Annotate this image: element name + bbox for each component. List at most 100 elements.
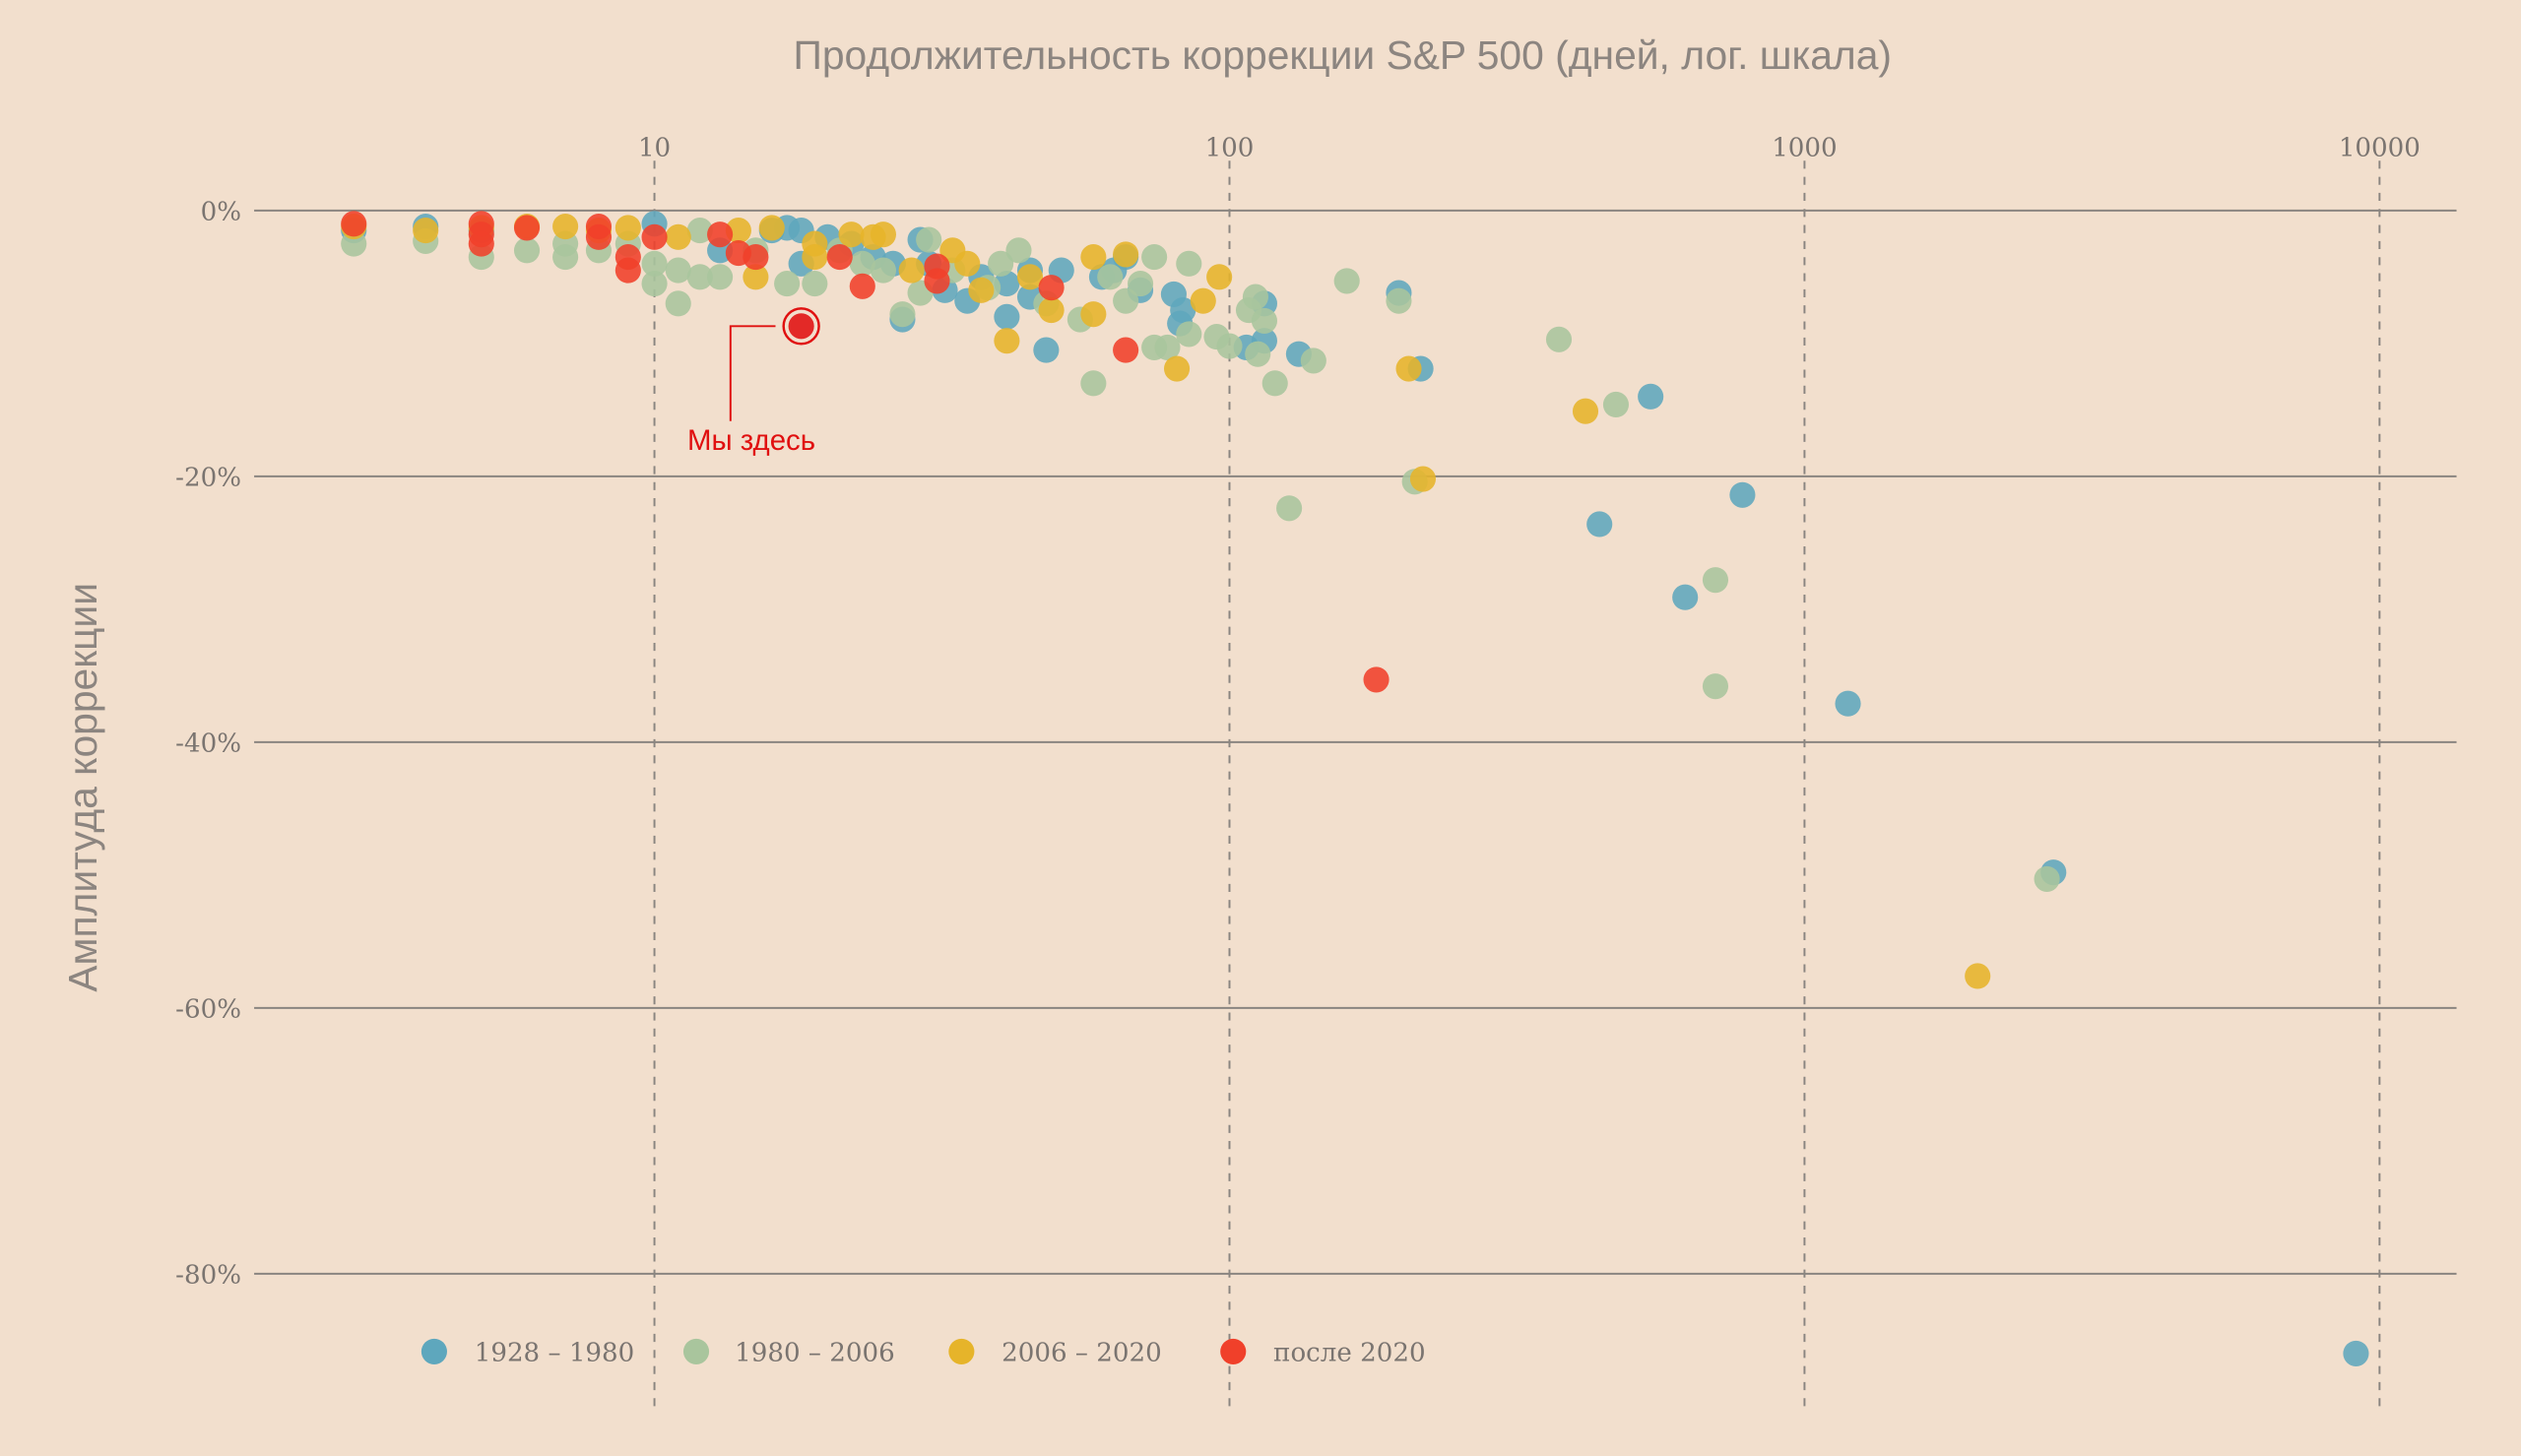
data-point	[1216, 333, 1243, 359]
data-point	[1835, 690, 1861, 717]
y-tick-label: -40%	[175, 729, 241, 759]
data-point	[1016, 264, 1044, 290]
data-point	[1176, 321, 1202, 348]
data-point	[552, 213, 579, 240]
data-point	[743, 264, 769, 290]
data-point	[641, 223, 668, 250]
current-point	[788, 313, 814, 340]
data-point	[1206, 264, 1233, 290]
data-point	[838, 222, 865, 248]
data-point	[1386, 287, 1412, 314]
data-point	[1038, 275, 1065, 301]
data-point	[994, 328, 1020, 354]
data-point	[707, 264, 734, 290]
data-point	[1141, 244, 1168, 271]
data-point	[1638, 383, 1664, 410]
data-point	[1080, 301, 1107, 328]
data-point	[1702, 673, 1729, 700]
data-point	[2034, 865, 2060, 892]
legend-marker	[682, 1338, 710, 1364]
data-point	[968, 277, 995, 303]
data-point	[889, 301, 916, 328]
data-point	[665, 257, 691, 284]
chart-title: Продолжительность коррекции S&P 500 (дне…	[794, 32, 1892, 78]
data-point	[924, 268, 950, 294]
x-tick-label: 10000	[2339, 133, 2421, 162]
data-point	[1729, 481, 1756, 508]
data-point	[1163, 355, 1191, 382]
data-points	[341, 211, 2369, 1366]
y-tick-label: -80%	[175, 1261, 241, 1291]
data-point	[1113, 287, 1139, 314]
data-point	[1300, 348, 1326, 374]
data-point	[994, 303, 1020, 330]
data-point	[1080, 244, 1107, 271]
data-point	[870, 222, 896, 248]
data-point	[1363, 666, 1390, 693]
data-point	[898, 257, 925, 284]
data-point	[707, 222, 734, 248]
data-point	[988, 250, 1014, 277]
data-point	[1586, 511, 1613, 538]
data-point	[513, 237, 541, 264]
data-point	[641, 250, 668, 277]
data-point	[665, 223, 691, 250]
data-point	[1409, 466, 1437, 492]
x-tick-label: 10	[638, 133, 671, 162]
data-point	[774, 271, 801, 297]
data-point	[743, 244, 769, 271]
y-axis-label: Амплитуда коррекции	[60, 583, 105, 992]
data-point	[614, 257, 641, 284]
data-point	[1545, 326, 1573, 352]
data-point	[758, 215, 785, 241]
legend-item-after-2020: после 2020	[1220, 1338, 1426, 1368]
legend-item-1928-1980: 1928 – 1980	[420, 1338, 634, 1368]
data-point	[1572, 398, 1599, 424]
data-point	[849, 250, 875, 277]
data-point	[1113, 241, 1139, 268]
data-point	[1251, 307, 1277, 334]
data-point	[1113, 337, 1139, 363]
data-point	[1702, 567, 1729, 594]
legend-label: 1980 – 2006	[735, 1339, 895, 1368]
data-point	[1261, 370, 1288, 397]
legend-marker	[1220, 1338, 1247, 1364]
data-point	[1127, 271, 1154, 297]
data-point	[641, 271, 668, 297]
data-point	[1965, 963, 1991, 989]
annotation-arrow	[729, 325, 776, 421]
legend: 1928 – 1980 1980 – 2006 2006 – 2020 посл…	[420, 1338, 1426, 1368]
data-point	[665, 290, 691, 317]
grid	[254, 160, 2457, 1415]
data-point	[826, 244, 853, 271]
data-point	[1242, 284, 1269, 310]
data-point	[686, 264, 713, 290]
data-point	[1170, 297, 1196, 324]
data-point	[1080, 370, 1107, 397]
legend-label: 2006 – 2020	[1002, 1339, 1162, 1368]
legend-label: после 2020	[1273, 1339, 1426, 1368]
legend-marker	[420, 1338, 447, 1364]
data-point	[1176, 250, 1202, 277]
data-point	[1333, 268, 1360, 294]
data-point	[1395, 355, 1422, 382]
data-point	[802, 271, 828, 297]
data-point	[1190, 287, 1216, 314]
x-tick-label: 100	[1205, 133, 1255, 162]
data-point	[849, 273, 875, 299]
data-point	[1245, 341, 1271, 367]
legend-item-2006-2020: 2006 – 2020	[948, 1338, 1162, 1368]
data-point	[413, 218, 439, 244]
data-point	[686, 218, 713, 244]
data-point	[1154, 334, 1181, 360]
x-tick-label: 1000	[1772, 133, 1837, 162]
data-point	[585, 223, 613, 250]
y-tick-label: 0%	[201, 198, 241, 227]
data-point	[1097, 264, 1124, 290]
annotation: Мы здесь	[687, 307, 820, 457]
data-point	[1672, 584, 1699, 610]
legend-item-1980-2006: 1980 – 2006	[682, 1338, 895, 1368]
y-tick-label: -20%	[175, 464, 241, 493]
data-point	[1005, 237, 1032, 264]
legend-marker	[948, 1338, 975, 1364]
